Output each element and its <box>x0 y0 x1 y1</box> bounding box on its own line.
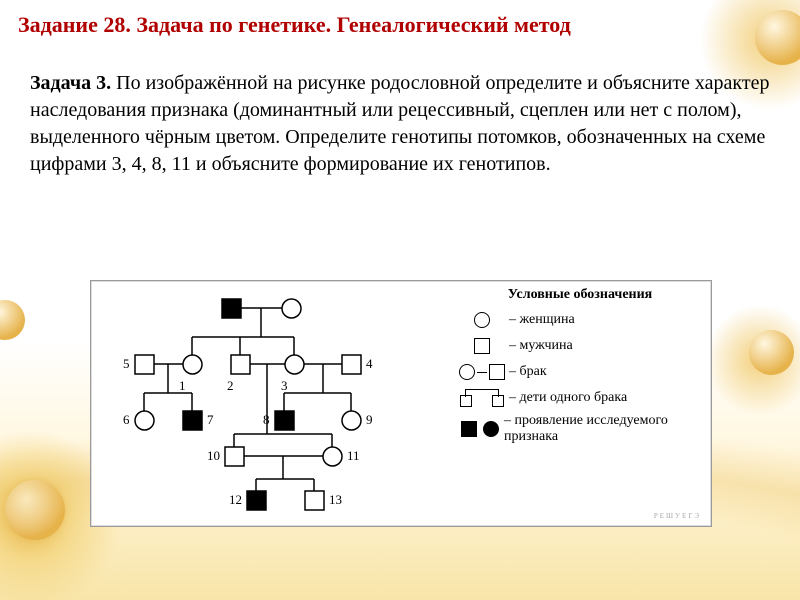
decorative-bubble <box>5 480 65 540</box>
legend-title: Условные обозначения <box>455 287 705 303</box>
svg-text:8: 8 <box>263 412 270 427</box>
legend-row-male: – мужчина <box>455 335 705 357</box>
svg-text:10: 10 <box>207 448 220 463</box>
svg-text:1: 1 <box>179 378 186 393</box>
pedigree-figure: 51234678910111213 Условные обозначения –… <box>90 280 712 527</box>
legend-label: – мужчина <box>509 338 573 354</box>
decorative-bubble <box>0 300 25 340</box>
svg-text:13: 13 <box>329 492 342 507</box>
legend-row-affected: – проявление исследуемого признака <box>455 413 705 445</box>
marriage-icon <box>455 364 509 380</box>
watermark: РЕШУЕГЭ <box>654 512 701 520</box>
pedigree-diagram: 51234678910111213 <box>97 289 457 514</box>
slide: Задание 28. Задача по генетике. Генеалог… <box>0 0 800 600</box>
svg-text:12: 12 <box>229 492 242 507</box>
svg-text:5: 5 <box>123 356 130 371</box>
legend-row-female: – женщина <box>455 309 705 331</box>
task-paragraph: Задача 3. По изображённой на рисунке род… <box>30 70 770 178</box>
task-text: По изображённой на рисунке родословной о… <box>30 72 770 175</box>
svg-text:4: 4 <box>366 356 373 371</box>
svg-text:7: 7 <box>207 412 214 427</box>
task-label: Задача 3. <box>30 72 111 94</box>
legend-label: – дети одного брака <box>509 390 627 406</box>
slide-title: Задание 28. Задача по генетике. Генеалог… <box>18 12 782 38</box>
affected-icon <box>455 421 504 437</box>
legend: Условные обозначения – женщина – мужчина… <box>455 281 711 453</box>
decorative-bubble <box>749 330 794 375</box>
legend-label: – брак <box>509 364 547 380</box>
svg-text:9: 9 <box>366 412 373 427</box>
siblings-icon <box>455 389 509 407</box>
female-icon <box>455 312 509 328</box>
legend-row-siblings: – дети одного брака <box>455 387 705 409</box>
svg-text:6: 6 <box>123 412 130 427</box>
svg-text:3: 3 <box>281 378 288 393</box>
svg-text:11: 11 <box>347 448 360 463</box>
legend-row-marriage: – брак <box>455 361 705 383</box>
male-icon <box>455 338 509 354</box>
legend-label: – проявление исследуемого признака <box>504 413 705 445</box>
legend-label: – женщина <box>509 312 575 328</box>
svg-text:2: 2 <box>227 378 234 393</box>
